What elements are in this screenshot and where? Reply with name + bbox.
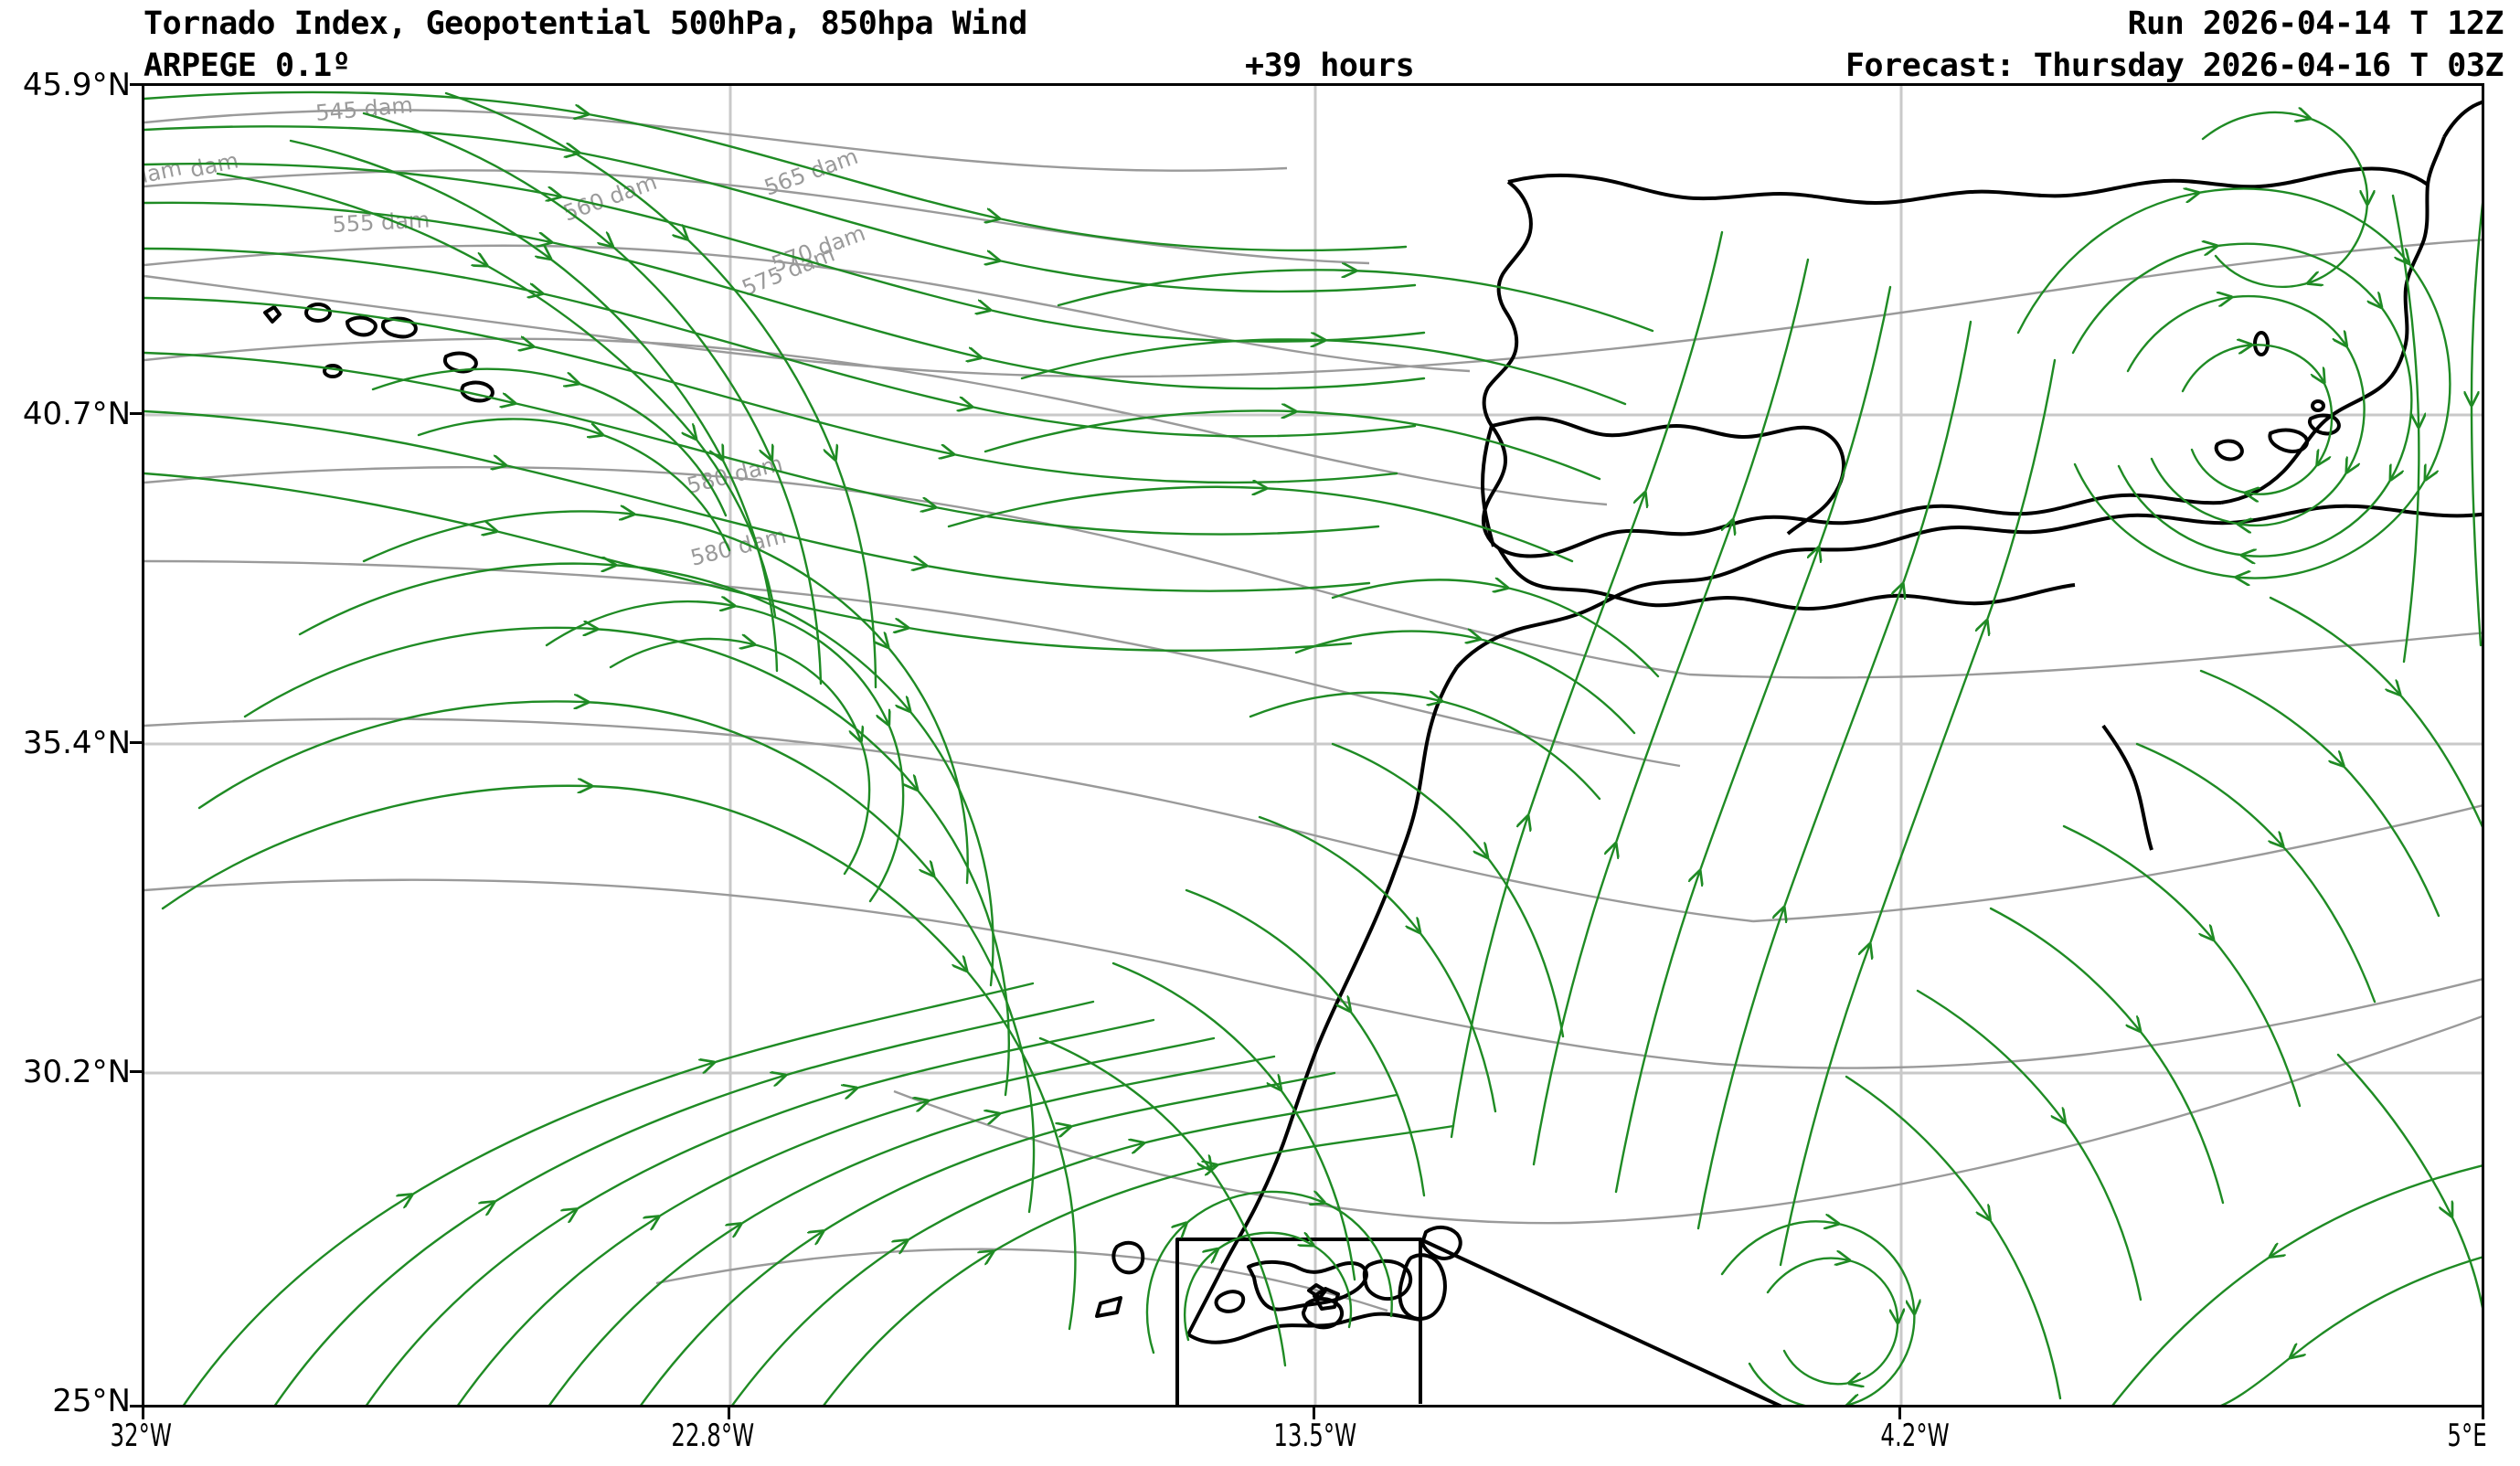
y-tick-label-1: 45.9°N [22,67,131,103]
x-tick-label-3: 13.5°W [1273,1418,1357,1454]
x-tick-label-1: 32°W [110,1418,173,1454]
x-tick-label-2: 22.8°W [671,1418,755,1454]
model-label: ARPEGE 0.1º [144,48,351,84]
contour-label: 580 dam [688,523,789,571]
y-tick-mark [130,83,142,86]
y-tick-mark [130,412,142,415]
y-tick-mark [130,741,142,744]
y-tick-label-3: 35.4°N [22,725,131,761]
lead-time-label: +39 hours [1245,48,1415,84]
y-tick-label-2: 40.7°N [22,396,131,432]
y-tick-label-4: 30.2°N [22,1054,131,1090]
x-tick-mark [728,1408,730,1419]
wind-streamlines [144,90,2482,1405]
x-tick-mark [1313,1408,1315,1419]
contour-label: 560 dam [559,169,660,227]
map-plot-area[interactable]: 545 dam dam dam 555 dam 560 dam 565 dam … [142,83,2484,1408]
x-tick-mark [2482,1408,2484,1419]
y-tick-mark [130,1405,142,1408]
contour-label: 545 dam [314,92,414,126]
page-title: Tornado Index, Geopotential 500hPa, 850h… [144,5,1027,42]
y-tick-mark [130,1070,142,1073]
x-tick-label-5: 5°E [2447,1418,2487,1454]
y-tick-label-5: 25°N [52,1383,131,1419]
run-datetime-label: Run 2026-04-14 T 12Z [2127,5,2504,42]
contour-label: dam [187,147,240,182]
contour-label: 555 dam [332,207,431,238]
x-tick-mark [1898,1408,1901,1419]
contour-label: 565 dam [760,143,861,201]
forecast-datetime-label: Forecast: Thursday 2026-04-16 T 03Z [1845,48,2504,84]
x-tick-mark [142,1408,144,1419]
x-tick-label-4: 4.2°W [1880,1418,1950,1454]
